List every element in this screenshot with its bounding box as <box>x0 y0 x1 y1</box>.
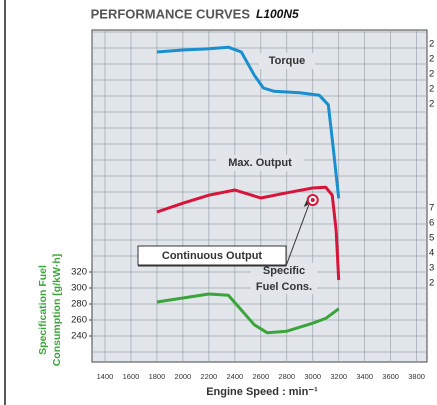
model-name: L100N5 <box>256 7 299 21</box>
x-tick-label: 3400 <box>356 372 373 381</box>
right-axis-label: 2 <box>429 84 434 95</box>
x-tick-label: 2200 <box>201 372 218 381</box>
y-tick-label: 300 <box>71 283 87 294</box>
y-axis-title: Specification Fuel <box>37 265 49 355</box>
chart-title: PERFORMANCE CURVES <box>91 6 251 21</box>
right-axis-label: 2 <box>429 69 434 80</box>
y-tick-label: 260 <box>71 315 87 326</box>
x-axis-title: Engine Speed : min⁻¹ <box>206 386 318 398</box>
x-tick-label: 2600 <box>252 372 269 381</box>
y-tick-label: 240 <box>71 331 87 342</box>
x-tick-label: 1800 <box>149 372 166 381</box>
right-axis-label: 6 <box>429 218 434 229</box>
plot-area <box>91 29 428 363</box>
x-tick-label: 2400 <box>226 372 243 381</box>
annotation-box <box>137 245 287 266</box>
right-axis-label: 7 <box>429 203 434 214</box>
annotation-dot <box>310 198 315 202</box>
right-axis-label: 2 <box>429 99 434 110</box>
right-axis-label: 4 <box>429 248 434 259</box>
label-box <box>259 53 315 69</box>
right-axis-label: 2 <box>429 278 434 289</box>
right-axis-label: 3 <box>429 263 434 274</box>
x-tick-label: 3800 <box>408 372 425 381</box>
line-series <box>156 185 341 281</box>
x-tick-label: 3200 <box>330 372 347 381</box>
arrow-head <box>303 200 310 207</box>
x-tick-label: 3000 <box>304 372 321 381</box>
x-tick-label: 1600 <box>123 372 140 381</box>
annotation-leader <box>138 204 310 267</box>
right-axis-label: 5 <box>429 233 434 244</box>
x-tick-label: 2000 <box>175 372 192 381</box>
series-label: Torque <box>269 55 305 67</box>
right-axis-label: 2 <box>429 39 434 50</box>
line-series <box>156 45 341 199</box>
y-tick-label: 320 <box>71 267 87 278</box>
x-tick-label: 1400 <box>97 372 114 381</box>
series-label: Specific Fuel Cons. <box>256 265 312 293</box>
series-label: Max. Output <box>228 157 292 169</box>
right-axis-label: 2 <box>429 54 434 65</box>
y-axis-title: Consumption [g/kW·h] <box>51 254 63 367</box>
label-box <box>251 263 317 294</box>
y-tick-label: 280 <box>71 299 87 310</box>
label-box <box>216 155 304 171</box>
line-series <box>156 292 340 335</box>
x-tick-label: 2800 <box>278 372 295 381</box>
x-tick-label: 3600 <box>382 372 399 381</box>
annotation-label: Continuous Output <box>162 250 263 262</box>
